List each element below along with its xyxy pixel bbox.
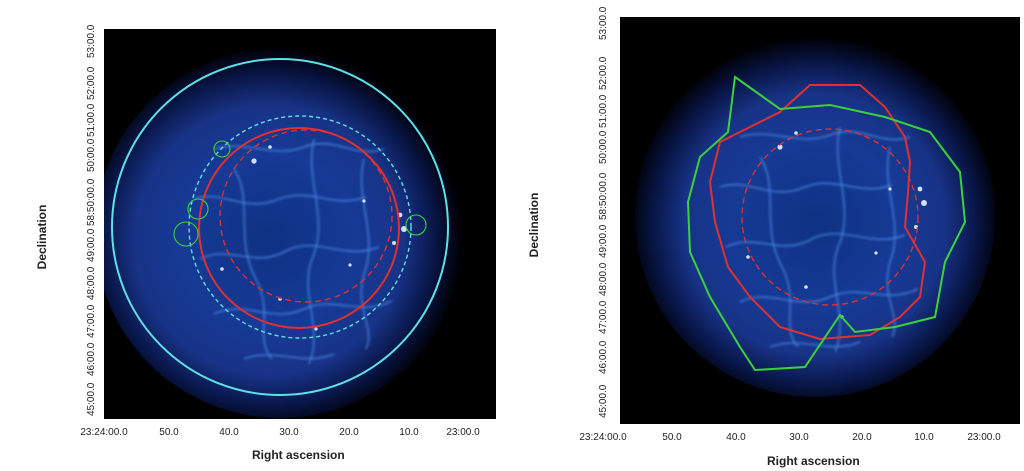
left-dec-tick: 46:00.0	[86, 342, 97, 376]
left-dec-tick: 50:00.0	[86, 138, 97, 172]
left-dec-tick: 58:50:00.0	[86, 178, 97, 226]
right-ra-tick: 50.0	[662, 432, 682, 443]
left-ra-tick: 50.0	[159, 427, 179, 438]
right-dec-tick: 51:00.0	[598, 94, 609, 128]
right-ra-tick: 23:00.0	[967, 432, 1001, 443]
right-dec-tick: 46:00.0	[598, 340, 609, 374]
right-dec-tick: 53:00.0	[598, 6, 609, 40]
left-nebula-image	[104, 29, 496, 419]
left-dec-tick: 51:00.0	[86, 103, 97, 137]
right-dec-tick: 47:00.0	[598, 300, 609, 334]
right-dec-tick: 45:00.0	[598, 384, 609, 418]
right-ra-tick: 30.0	[789, 432, 809, 443]
left-ra-tick: 40.0	[219, 427, 239, 438]
right-nebula-image	[620, 17, 1020, 424]
right-image-plot	[620, 17, 1020, 424]
right-ra-tick: 10.0	[914, 432, 934, 443]
right-ra-tick: 20.0	[852, 432, 872, 443]
right-dec-tick: 49:00.0	[598, 224, 609, 258]
left-ra-tick: 23:24:00.0	[80, 427, 128, 438]
right-dec-tick: 58:50:00.0	[598, 172, 609, 220]
left-ylabel: Declination	[35, 204, 49, 270]
left-ra-tick: 20.0	[339, 427, 359, 438]
left-dec-tick: 45:00.0	[86, 382, 97, 416]
left-dec-tick: 52:00.0	[86, 66, 97, 100]
left-dec-tick: 49:00.0	[86, 228, 97, 262]
left-ra-tick: 23:00.0	[446, 427, 480, 438]
left-dec-tick: 53:00.0	[86, 24, 97, 58]
left-panel: Declination 53:00.0 52:00.0 51:00.0 50:0…	[35, 24, 496, 462]
left-dec-tick: 47:00.0	[86, 304, 97, 338]
left-dec-tick: 48:00.0	[86, 266, 97, 300]
left-ra-tick: 30.0	[279, 427, 299, 438]
right-dec-tick: 50:00.0	[598, 130, 609, 164]
right-ylabel: Declination	[527, 192, 541, 258]
right-xlabel: Right ascension	[767, 454, 860, 468]
right-dec-tick: 48:00.0	[598, 262, 609, 296]
right-panel: Declination 53:00.0 52:00.0 51:00.0 50:0…	[512, 0, 1024, 471]
right-dec-tick: 52:00.0	[598, 56, 609, 90]
left-image-plot	[104, 29, 496, 419]
right-ra-tick: 40.0	[726, 432, 746, 443]
left-xlabel: Right ascension	[252, 448, 345, 462]
left-ra-tick: 10.0	[399, 427, 419, 438]
right-ra-tick: 23:24:00.0	[579, 432, 627, 443]
